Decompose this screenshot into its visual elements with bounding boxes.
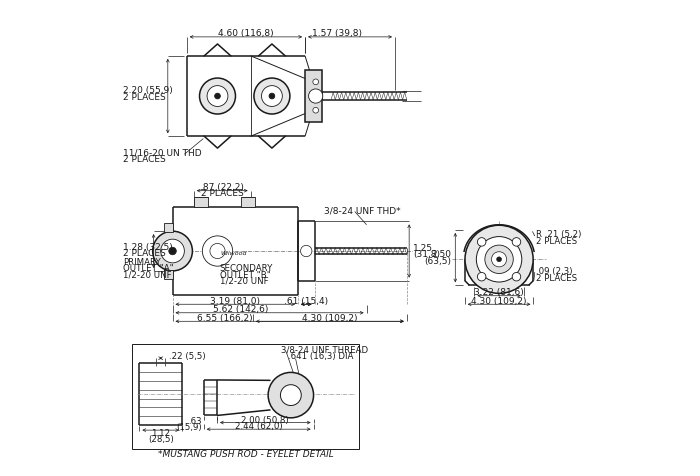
Text: (63,5): (63,5)	[424, 257, 452, 266]
Text: .641 (16,3) DIA: .641 (16,3) DIA	[288, 352, 354, 361]
Text: 2.44 (62,0): 2.44 (62,0)	[235, 422, 283, 431]
Circle shape	[215, 93, 220, 99]
Text: 2 PLACES: 2 PLACES	[123, 156, 166, 164]
Text: OUTLET "B": OUTLET "B"	[220, 271, 271, 279]
Text: 2.50: 2.50	[431, 250, 452, 259]
Text: 5.62 (142,6): 5.62 (142,6)	[214, 306, 269, 315]
Bar	[305, 70, 321, 122]
Text: Wilwood: Wilwood	[220, 251, 247, 256]
Text: (31,8): (31,8)	[413, 250, 440, 259]
Text: (28,5): (28,5)	[148, 435, 174, 444]
Text: 2 PLACES: 2 PLACES	[123, 93, 166, 102]
Text: .63: .63	[188, 417, 202, 426]
Text: 2 PLACES: 2 PLACES	[201, 189, 244, 198]
Text: 6.55 (166,2): 6.55 (166,2)	[197, 314, 253, 323]
Text: 1/2-20 UNF: 1/2-20 UNF	[220, 277, 269, 286]
Circle shape	[512, 272, 521, 281]
Text: 1/2-20 UNF: 1/2-20 UNF	[123, 271, 172, 279]
Circle shape	[300, 245, 312, 257]
Circle shape	[512, 238, 521, 246]
Circle shape	[477, 272, 486, 281]
Circle shape	[161, 239, 184, 263]
Text: 3.19 (81,0): 3.19 (81,0)	[210, 297, 260, 306]
Circle shape	[269, 93, 275, 99]
Text: 2.20 (55,9): 2.20 (55,9)	[123, 86, 173, 95]
Text: 1.12: 1.12	[151, 429, 170, 438]
Circle shape	[497, 257, 501, 262]
Text: 2.00 (50,8): 2.00 (50,8)	[241, 416, 289, 425]
Text: 1.25: 1.25	[413, 244, 433, 253]
Text: .61 (15,4): .61 (15,4)	[284, 297, 328, 306]
Circle shape	[309, 89, 323, 103]
Text: .87 (22,2): .87 (22,2)	[200, 183, 244, 192]
Text: .22 (5,5): .22 (5,5)	[169, 352, 205, 361]
Text: 3/8-24 UNF THD*: 3/8-24 UNF THD*	[324, 207, 400, 216]
Text: 4.60 (116,8): 4.60 (116,8)	[218, 29, 274, 38]
Circle shape	[465, 225, 533, 293]
Bar	[194, 197, 208, 207]
Circle shape	[199, 78, 235, 114]
Text: 1.57 (39,8): 1.57 (39,8)	[312, 29, 362, 38]
Text: SECONDARY: SECONDARY	[220, 265, 273, 274]
Bar	[164, 223, 172, 232]
Circle shape	[262, 86, 282, 107]
Circle shape	[202, 236, 232, 266]
Text: OUTLET "A": OUTLET "A"	[123, 265, 174, 274]
Circle shape	[477, 238, 486, 246]
Text: 3/8-24 UNF THREAD: 3/8-24 UNF THREAD	[281, 346, 368, 355]
Text: 11/16-20 UN THD: 11/16-20 UN THD	[123, 149, 202, 158]
Text: 2 PLACES: 2 PLACES	[536, 274, 577, 283]
Text: .09 (2,3): .09 (2,3)	[536, 267, 572, 276]
Text: PRIMARY: PRIMARY	[123, 258, 160, 268]
Circle shape	[313, 79, 319, 85]
Circle shape	[491, 252, 507, 267]
Circle shape	[254, 78, 290, 114]
Text: R .21 (5,2): R .21 (5,2)	[536, 230, 581, 239]
Circle shape	[477, 237, 522, 282]
Text: 3.22 (81,6): 3.22 (81,6)	[474, 288, 524, 298]
Bar	[132, 345, 360, 448]
Circle shape	[153, 231, 192, 271]
Text: 2 PLACES: 2 PLACES	[536, 237, 577, 246]
Text: 2 PLACES: 2 PLACES	[123, 249, 166, 258]
Circle shape	[207, 86, 228, 107]
Circle shape	[268, 372, 314, 418]
Circle shape	[281, 385, 301, 406]
Bar	[241, 197, 255, 207]
Text: 1.28 (32,5): 1.28 (32,5)	[123, 243, 173, 252]
Circle shape	[169, 247, 176, 255]
Circle shape	[485, 245, 513, 274]
Text: (15,9): (15,9)	[176, 423, 202, 432]
Circle shape	[210, 243, 225, 258]
Text: 4.30 (109,2): 4.30 (109,2)	[471, 297, 527, 306]
Text: *MUSTANG PUSH ROD - EYELET DETAIL: *MUSTANG PUSH ROD - EYELET DETAIL	[158, 450, 334, 459]
Circle shape	[313, 108, 319, 113]
Text: 4.30 (109,2): 4.30 (109,2)	[302, 314, 358, 323]
Bar	[164, 270, 172, 279]
